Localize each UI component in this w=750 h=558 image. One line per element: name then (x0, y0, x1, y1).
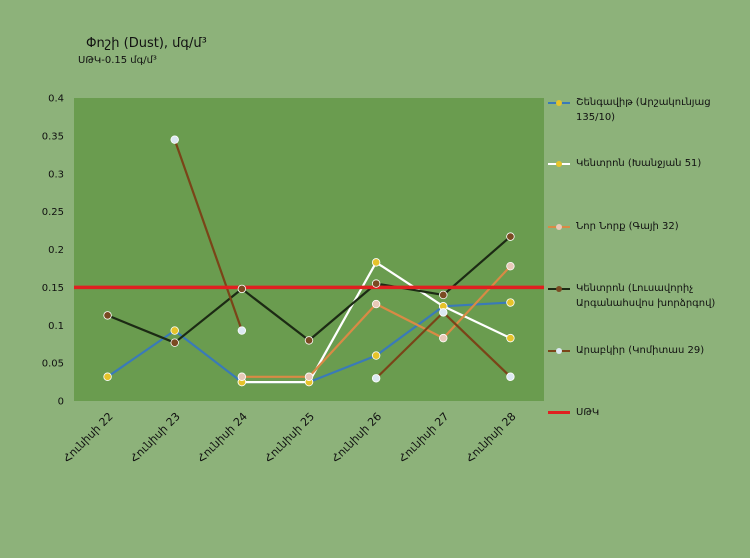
y-tick-label: 0.4 (48, 94, 64, 105)
data-point (237, 284, 247, 294)
marker-layer (103, 135, 515, 387)
data-point (506, 298, 515, 307)
y-tick-label: 0 (58, 397, 64, 408)
data-point (439, 333, 448, 343)
data-point (371, 299, 381, 309)
legend-marker (556, 100, 562, 106)
y-tick-label: 0.25 (42, 207, 64, 218)
y-tick-label: 0.2 (48, 245, 64, 256)
data-point (439, 308, 448, 317)
legend: Շենգավիթ (Արշակունյաց 135/10) Կենտրոն (Խա… (548, 0, 748, 558)
data-point (237, 372, 247, 381)
y-axis: 0 0.05 0.1 0.15 0.2 0.25 0.3 0.35 0.4 (42, 94, 64, 408)
legend-label: Արաբկիր (Կոմիտաս 29) (576, 345, 705, 356)
data-point (371, 374, 381, 383)
chart-subtitle: ՍԹԿ-0.15 մգ/մ³ (78, 55, 157, 66)
y-tick-label: 0.15 (42, 283, 64, 294)
y-tick-label: 0.3 (48, 169, 64, 180)
data-point (371, 279, 381, 288)
y-tick-label: 0.1 (48, 321, 64, 332)
x-tick-label: Հունիսի 24 (195, 410, 250, 465)
data-point (170, 326, 179, 335)
legend-swatch (548, 411, 570, 414)
x-tick-label: Հունիսի 22 (61, 410, 116, 465)
data-point (439, 290, 448, 300)
data-point (506, 261, 515, 271)
plot-area (74, 98, 544, 401)
data-point (371, 351, 381, 360)
data-point (304, 336, 314, 345)
data-point (237, 326, 247, 335)
chart-title: Փոշի (Dust), մգ/մ³ (86, 36, 207, 51)
y-tick-label: 0.05 (42, 359, 64, 370)
y-tick-label: 0.35 (42, 131, 64, 142)
legend-label: Կենտրոն (Լուսավորիչ Արգանահսվոս խորձրգով… (576, 283, 716, 309)
legend-marker (556, 286, 562, 292)
x-tick-label: Հունիսի 26 (329, 410, 384, 465)
legend-marker (556, 348, 562, 354)
data-point (170, 338, 179, 347)
x-tick-label: Հունիսի 28 (463, 410, 518, 465)
x-axis: Հունիսի 22 Հունիսի 23 Հունիսի 24 Հունիսի 25… (61, 410, 519, 465)
legend-label: Կենտրոն (Խանջյան 51) (576, 158, 702, 169)
data-point (304, 372, 314, 381)
legend-label: Շենգավիթ (Արշակունյաց 135/10) (576, 97, 711, 123)
data-point (371, 258, 381, 267)
data-point (506, 372, 515, 381)
legend-marker (556, 161, 562, 167)
x-tick-label: Հունիսի 23 (128, 410, 183, 465)
legend-label: ՍԹԿ (576, 407, 600, 418)
data-point (103, 372, 112, 381)
legend-label: Նոր Նորք (Գայի 32) (576, 221, 679, 232)
x-tick-label: Հունիսի 25 (262, 410, 317, 465)
data-point (170, 135, 179, 144)
data-point (103, 311, 112, 320)
data-point (506, 232, 515, 241)
x-tick-label: Հունիսի 27 (396, 410, 451, 465)
legend-marker (556, 224, 562, 230)
data-point (506, 333, 515, 343)
